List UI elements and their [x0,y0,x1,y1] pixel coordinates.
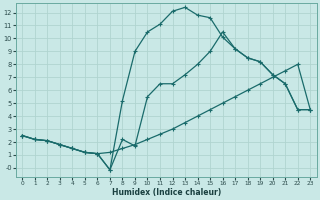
X-axis label: Humidex (Indice chaleur): Humidex (Indice chaleur) [112,188,221,197]
